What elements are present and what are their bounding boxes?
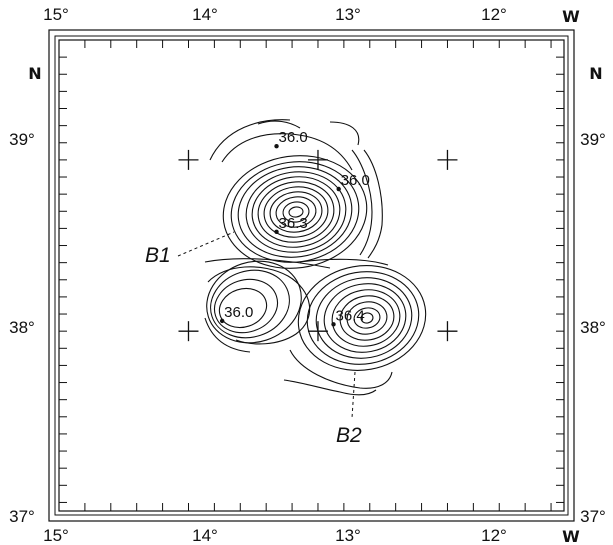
grid-cross xyxy=(437,149,458,170)
top-west-label: W xyxy=(562,7,580,26)
bottom-lon-label-12: 12° xyxy=(481,526,507,545)
bottom-west-label: W xyxy=(562,527,580,545)
right-north-label: N xyxy=(589,64,602,83)
left-latitude-labels: N 39° 38° 37° xyxy=(9,64,42,526)
left-lat-label-37: 37° xyxy=(9,507,35,526)
top-lon-label-12: 12° xyxy=(481,5,507,24)
contours-b2 xyxy=(283,258,427,396)
point-labels: 36.0 36.0 36.3 36.0 36.4 xyxy=(219,129,370,327)
bottom-longitude-labels: 15° 14° 13° 12° W xyxy=(43,526,580,545)
contours-b1 xyxy=(204,119,383,269)
eddy-labels: B1 B2 xyxy=(145,231,362,447)
grid-cross xyxy=(178,321,199,342)
right-lat-label-39: 39° xyxy=(580,130,606,149)
left-north-label: N xyxy=(28,64,41,83)
left-lat-label-38: 38° xyxy=(9,318,35,337)
point-value: 36.3 xyxy=(279,215,308,232)
right-lat-label-38: 38° xyxy=(580,318,606,337)
grid-cross xyxy=(307,149,328,170)
point-dot xyxy=(219,318,225,324)
bottom-lon-label-14: 14° xyxy=(192,526,218,545)
eddy-label-b1: B1 xyxy=(145,244,171,267)
top-longitude-labels: 15° 14° 13° 12° W xyxy=(43,5,580,26)
eddy-label-b2: B2 xyxy=(336,424,362,447)
point-dot xyxy=(274,229,279,235)
right-latitude-labels: N 39° 38° 37° xyxy=(580,64,606,526)
point-value: 36.4 xyxy=(336,307,365,324)
right-lat-label-37: 37° xyxy=(580,507,606,526)
top-lon-label-13: 13° xyxy=(335,5,361,24)
frame-ticks xyxy=(58,39,564,511)
point-value: 36.0 xyxy=(224,304,253,321)
point-dot xyxy=(336,186,341,192)
point-label: 36.4 xyxy=(331,307,365,327)
grid-cross xyxy=(437,321,458,342)
bottom-lon-label-15: 15° xyxy=(43,526,69,545)
point-dot xyxy=(331,322,336,327)
top-lon-label-14: 14° xyxy=(192,5,218,24)
point-dot xyxy=(274,143,279,149)
grid-crosses xyxy=(178,149,458,342)
grid-cross xyxy=(178,149,199,170)
b1-leader-line xyxy=(177,231,235,257)
point-label: 36.0 xyxy=(336,172,370,192)
b2-leader-line xyxy=(351,371,356,419)
point-value: 36.0 xyxy=(279,129,308,146)
map-frame xyxy=(48,29,575,522)
point-label: 36.0 xyxy=(219,304,253,324)
contours-west xyxy=(204,260,311,353)
bottom-lon-label-13: 13° xyxy=(335,526,361,545)
point-label: 36.3 xyxy=(274,215,308,235)
left-lat-label-39: 39° xyxy=(9,130,35,149)
point-value: 36.0 xyxy=(341,172,370,189)
top-lon-label-15: 15° xyxy=(43,5,69,24)
point-label: 36.0 xyxy=(274,129,308,149)
